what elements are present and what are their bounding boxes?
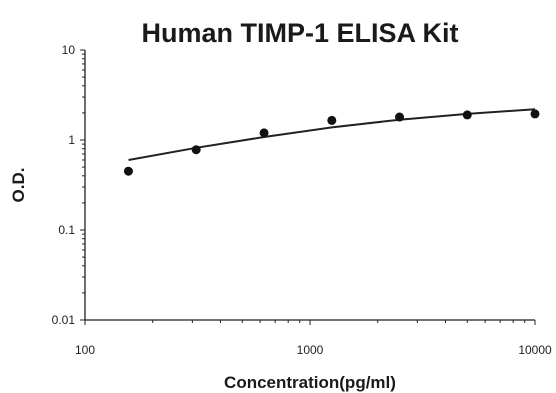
data-point bbox=[395, 112, 405, 122]
y-tick-label: 1 bbox=[68, 133, 75, 147]
x-tick-label: 100 bbox=[75, 343, 95, 357]
y-axis-label: O.D. bbox=[9, 168, 28, 203]
y-axis-ticks: 10 1 0.1 0.01 bbox=[52, 43, 85, 327]
data-point bbox=[259, 128, 269, 138]
data-point bbox=[462, 110, 472, 120]
x-tick-label: 1000 bbox=[297, 343, 324, 357]
y-tick-label: 10 bbox=[62, 43, 76, 57]
data-point bbox=[191, 145, 201, 155]
data-point bbox=[530, 109, 540, 119]
y-tick-label: 0.01 bbox=[52, 313, 76, 327]
chart-title: Human TIMP-1 ELISA Kit bbox=[141, 18, 458, 48]
x-tick-label: 10000 bbox=[518, 343, 552, 357]
data-point bbox=[327, 115, 337, 125]
data-points bbox=[123, 109, 540, 176]
data-point bbox=[123, 166, 133, 176]
plot-area: 10 1 0.1 0.01 100 1000 10000 bbox=[52, 43, 552, 357]
y-tick-label: 0.1 bbox=[58, 223, 75, 237]
x-axis-label: Concentration(pg/ml) bbox=[224, 373, 396, 392]
x-axis-ticks: 100 1000 10000 bbox=[75, 320, 552, 357]
